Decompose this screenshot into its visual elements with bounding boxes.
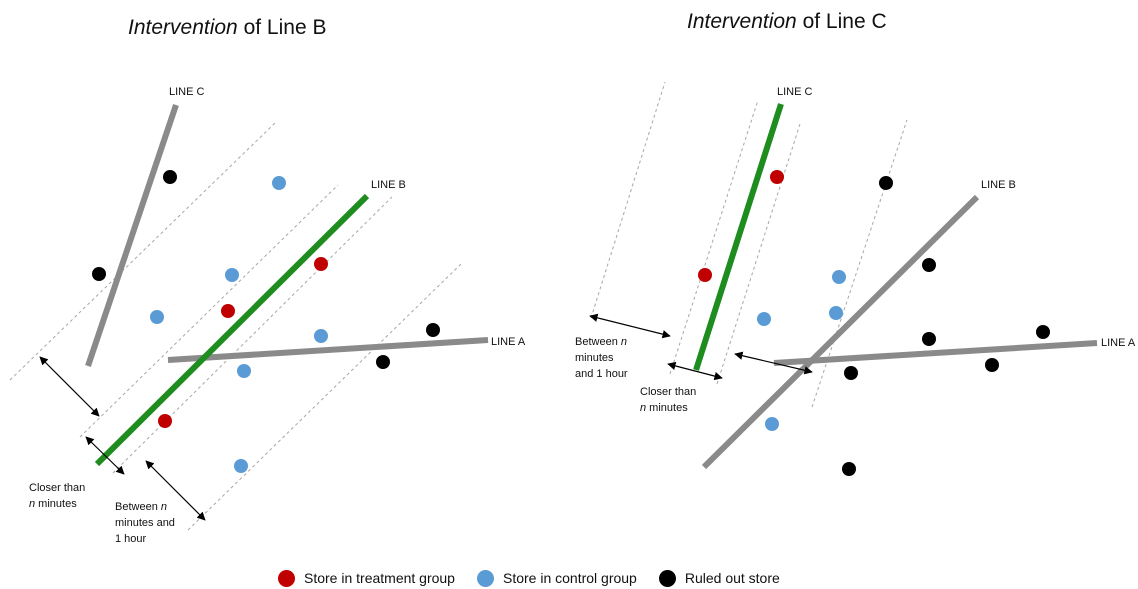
panel-right-title: Intervention of Line C xyxy=(687,10,887,34)
store-control xyxy=(225,268,239,282)
left-between-text-3: 1 hour xyxy=(115,533,147,545)
right-between-n: n xyxy=(621,336,627,348)
left-line-a xyxy=(167,337,489,363)
left-between-text-1: Between n xyxy=(115,501,167,513)
store-control xyxy=(150,310,164,324)
legend: Store in treatment group Store in contro… xyxy=(278,567,802,589)
store-ruled-out xyxy=(879,176,893,190)
left-arrow-outer xyxy=(39,356,100,417)
left-line-b xyxy=(94,193,370,467)
store-ruled-out xyxy=(985,358,999,372)
store-control xyxy=(272,176,286,190)
panel-left-title-rest: of Line B xyxy=(237,16,327,39)
store-control xyxy=(829,306,843,320)
right-closer-text-1: Closer than xyxy=(640,386,696,398)
store-ruled-out xyxy=(1036,325,1050,339)
store-ruled-out xyxy=(842,462,856,476)
right-stores xyxy=(698,170,1050,476)
legend-swatch-control xyxy=(476,569,494,587)
store-ruled-out xyxy=(92,267,106,281)
right-line-c-label: LINE C xyxy=(777,86,813,98)
store-treatment xyxy=(158,414,172,428)
right-closer-n: n xyxy=(640,402,646,414)
left-closer-minutes: minutes xyxy=(35,498,77,510)
store-control xyxy=(234,459,248,473)
legend-label-control: Store in control group xyxy=(502,570,637,586)
panel-right-title-italic: Intervention xyxy=(687,10,797,33)
right-between-text-1: Between n xyxy=(575,336,627,348)
store-control xyxy=(757,312,771,326)
legend-swatch-treatment xyxy=(278,569,295,587)
left-arrow-between xyxy=(145,460,206,521)
legend-label-ruled-out: Ruled out store xyxy=(684,570,780,586)
store-ruled-out xyxy=(426,323,440,337)
left-band-line-far xyxy=(187,262,463,531)
right-arrow-closer xyxy=(667,361,723,381)
left-closer-text-1: Closer than xyxy=(29,482,85,494)
store-ruled-out xyxy=(376,355,390,369)
panel-right: LINE C LINE B LINE A Between n minutes a… xyxy=(575,81,1136,476)
right-closer-minutes: minutes xyxy=(646,402,688,414)
left-between-n: n xyxy=(161,501,167,513)
panel-left-title: Intervention of Line B xyxy=(128,16,326,40)
store-control xyxy=(832,270,846,284)
legend-item-ruled-out: Ruled out store xyxy=(658,569,780,587)
left-band-line-inner-lower xyxy=(112,196,393,474)
right-between-text-3: and 1 hour xyxy=(575,368,628,380)
store-control xyxy=(314,329,328,343)
left-stores xyxy=(92,170,440,473)
legend-label-treatment: Store in treatment group xyxy=(304,570,455,586)
store-control xyxy=(237,364,251,378)
right-line-c xyxy=(693,103,784,371)
store-control xyxy=(765,417,779,431)
left-between-text-2: minutes and xyxy=(115,517,175,529)
left-band-line-inner-upper xyxy=(79,184,339,438)
panel-right-title-rest: of Line C xyxy=(796,10,887,33)
right-band-line-outer xyxy=(590,81,666,319)
right-line-b xyxy=(701,194,980,470)
right-arrow-outer xyxy=(734,351,813,375)
left-line-a-label: LINE A xyxy=(491,336,526,348)
left-closer-text-2: n minutes xyxy=(29,498,77,510)
store-treatment xyxy=(698,268,712,282)
legend-item-treatment: Store in treatment group xyxy=(278,569,455,587)
right-line-a-label: LINE A xyxy=(1101,337,1136,349)
store-ruled-out xyxy=(922,332,936,346)
right-between-text-2: minutes xyxy=(575,352,614,364)
panel-left-title-italic: Intervention xyxy=(128,16,238,39)
store-ruled-out xyxy=(163,170,177,184)
left-arrow-closer xyxy=(85,436,125,475)
right-line-a xyxy=(773,340,1098,366)
left-line-c xyxy=(85,104,179,367)
left-line-c-label: LINE C xyxy=(169,86,205,98)
right-band-line-inner-right xyxy=(716,123,801,385)
store-ruled-out xyxy=(844,366,858,380)
right-closer-text-2: n minutes xyxy=(640,402,688,414)
left-closer-n: n xyxy=(29,498,35,510)
left-band-lines xyxy=(9,122,463,531)
right-line-b-label: LINE B xyxy=(981,179,1016,191)
left-line-b-label: LINE B xyxy=(371,179,406,191)
panel-left: LINE C LINE B LINE A Closer than n minut… xyxy=(9,86,526,545)
legend-item-control: Store in control group xyxy=(476,569,637,587)
left-band-line-outer xyxy=(9,122,276,381)
left-between-word: Between xyxy=(115,501,161,513)
legend-swatch-ruled-out xyxy=(658,569,676,587)
right-between-word: Between xyxy=(575,336,621,348)
store-ruled-out xyxy=(922,258,936,272)
store-treatment xyxy=(221,304,235,318)
store-treatment xyxy=(314,257,328,271)
right-arrow-between xyxy=(589,313,671,339)
store-treatment xyxy=(770,170,784,184)
right-band-line-far xyxy=(811,119,908,408)
right-band-line-inner-left xyxy=(669,99,759,375)
